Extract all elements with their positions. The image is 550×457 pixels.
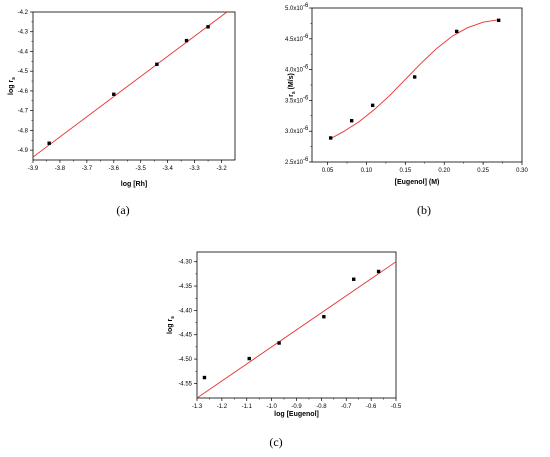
y-axis-title-sub: s [11, 77, 17, 80]
x-tick-label: -1.0 [266, 404, 277, 410]
y-axis-title-sub: s [291, 91, 297, 94]
y-tick-label: 5.0x10 [285, 6, 304, 12]
y-tick-label: -4.50 [178, 357, 192, 363]
y-tick-label: 2.5x10 [285, 160, 304, 166]
x-tick-label: -3.3 [189, 166, 200, 172]
y-tick-exponent: -6 [303, 126, 309, 132]
data-point [496, 18, 501, 23]
y-tick-exponent: -6 [303, 65, 309, 71]
x-tick-label: -3.4 [162, 166, 173, 172]
y-tick-label: -4.45 [178, 333, 192, 339]
x-tick-label: -3.7 [82, 166, 93, 172]
y-tick-exponent: -6 [303, 34, 309, 40]
x-tick-label: 0.20 [438, 168, 450, 174]
x-tick-label: -0.7 [341, 404, 352, 410]
y-tick-label: -4.30 [178, 260, 192, 266]
x-axis-title: log [Eugenol] [274, 411, 319, 418]
data-point [412, 75, 417, 79]
x-tick-label: -0.9 [291, 404, 302, 410]
x-tick-label: -3.8 [55, 166, 66, 172]
x-tick-label: -1.3 [192, 404, 203, 410]
y-axis-title-unit: (M/s) [288, 73, 295, 91]
x-tick-label: -3.2 [216, 166, 227, 172]
y-tick-label: -4.8 [18, 128, 29, 134]
data-point [349, 119, 354, 123]
data-point [155, 62, 159, 66]
y-tick-label: 3.5x10 [285, 98, 304, 104]
fit-line [197, 261, 396, 398]
y-tick-label: -4.6 [18, 89, 29, 95]
panel-caption: (b) [417, 203, 431, 217]
y-axis-title: log rs [167, 316, 176, 334]
x-tick-label: -3.6 [109, 166, 120, 172]
chart-panel-c: -1.3 -1.2 -1.1 -1.0 -0.9 -0.8 -0.7 -0.6 -0.5 -4.5… [167, 251, 402, 449]
y-tick-label: -4.9 [18, 148, 29, 154]
y-tick-label: -4.7 [18, 109, 29, 115]
panel-caption: (c) [269, 435, 282, 449]
y-tick-label: 4.5x10 [285, 37, 304, 43]
x-tick-label: -3.5 [136, 166, 147, 172]
data-point [277, 341, 281, 345]
data-point [47, 141, 51, 145]
y-tick-label: -4.5 [18, 69, 29, 75]
chart-panel-a: -3.9 -3.8 -3.7 -3.6 -3.5 -3.4 -3.3 -3.2 -4.9 -4.8… [8, 10, 236, 217]
data-point [247, 356, 251, 361]
y-tick-exponent: -6 [303, 157, 309, 163]
x-tick-label: -0.6 [366, 404, 377, 410]
data-point [352, 277, 356, 281]
y-tick-label: -4.2 [18, 10, 29, 16]
x-tick-label: -1.2 [217, 404, 228, 410]
plot-frame [196, 251, 397, 399]
x-tick-label: 0.30 [516, 168, 528, 174]
y-axis-title-sub: s [170, 316, 176, 319]
data-point [370, 103, 375, 108]
x-tick-label: 0.25 [477, 168, 489, 174]
data-point [376, 269, 381, 274]
x-tick-label: -1.1 [242, 404, 253, 410]
y-tick-exponent: -6 [303, 3, 309, 9]
x-tick-label: -0.8 [316, 404, 327, 410]
y-axis-title-base: r [288, 94, 295, 97]
y-axis-title: rs (M/s) [288, 73, 297, 97]
x-tick-label: -3.9 [28, 166, 39, 172]
y-tick-label: -4.35 [178, 284, 192, 290]
x-tick-label: 0.10 [361, 168, 373, 174]
y-axis-title-base: log r [167, 319, 174, 334]
data-point [322, 315, 326, 319]
x-axis-title: log [Rh] [121, 181, 147, 188]
data-point [112, 92, 116, 96]
y-tick-label: 4.0x10 [285, 68, 304, 74]
data-point [184, 38, 189, 43]
panel-caption: (a) [116, 203, 129, 217]
data-point [454, 29, 459, 34]
chart-panel-b: 0.05 0.10 0.15 0.20 0.25 0.302.5x10 -63.0x10 -6… [285, 3, 529, 217]
y-tick-exponent: -6 [303, 95, 309, 101]
data-point [202, 375, 207, 380]
y-tick-label: -4.4 [18, 49, 29, 55]
y-tick-label: 3.0x10 [285, 129, 304, 135]
y-tick-label: -4.40 [178, 308, 192, 314]
x-tick-label: -0.5 [391, 404, 402, 410]
fit-line [330, 19, 499, 139]
y-axis-title: log rs [8, 77, 17, 95]
data-point [328, 136, 333, 140]
y-tick-label: -4.3 [18, 30, 29, 36]
x-axis-title: [Eugenol] (M) [395, 179, 440, 186]
data-point [206, 25, 210, 29]
y-tick-label: -4.55 [178, 381, 192, 387]
plot-frame [311, 7, 523, 163]
y-axis-title-base: log r [8, 80, 15, 95]
fit-line [33, 12, 228, 158]
x-tick-label: 0.05 [322, 168, 334, 174]
plot-frame [32, 11, 236, 161]
x-tick-label: 0.15 [399, 168, 411, 174]
